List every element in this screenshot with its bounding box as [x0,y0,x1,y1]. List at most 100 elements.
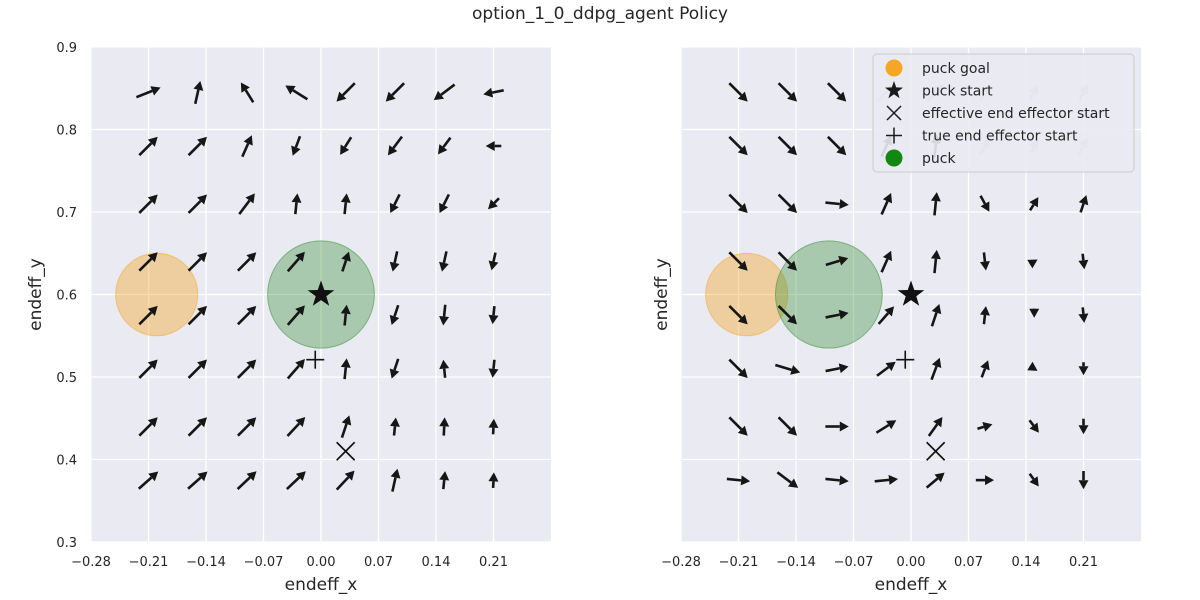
policy-arrow [930,357,942,381]
legend-star-marker [885,81,903,99]
y-tick-label: 0.8 [56,124,77,139]
policy-arrow [236,417,257,437]
legend-circle-marker [885,149,903,167]
policy-arrow [236,471,257,490]
policy-arrow [1028,197,1039,212]
policy-arrow [825,199,849,209]
policy-arrow [286,358,305,380]
puck-goal-circle [115,252,199,337]
policy-arrow [291,193,302,215]
x-tick-label: −0.21 [719,555,759,570]
policy-arrow [137,471,159,490]
y-tick-label: 0.7 [56,206,77,221]
policy-arrow [341,251,351,272]
y-axis-label: endeff_y [652,258,672,331]
policy-arrow [927,416,943,437]
right-policy-plot: −0.28 −0.21 −0.14 −0.07 0.00 0.07 0.14 0.21 ende… [652,46,1141,595]
policy-arrow [138,252,158,272]
legend-item: effective end effector start [886,105,1110,122]
policy-arrow [880,250,893,273]
policy-arrow [930,192,941,216]
x-tick-label: 0.14 [1012,555,1041,570]
x-tick-label: 0.00 [897,555,926,570]
effective-end-effector-start-marker [336,441,356,461]
x-tick-label: 0.21 [479,555,508,570]
legend-x-marker [886,105,902,121]
policy-arrow [285,85,309,101]
policy-arrow [340,358,351,380]
policy-arrow [728,416,748,436]
x-tick-label: 0.14 [422,555,451,570]
policy-arrow [340,415,352,439]
policy-arrow [777,305,797,325]
policy-arrow [876,361,896,377]
policy-arrow [241,135,253,158]
policy-arrow [187,417,207,437]
policy-arrow [825,255,849,267]
legend-item: puck goal [885,59,990,77]
puck-circle [774,240,883,349]
policy-arrow [439,471,450,490]
legend-label: puck goal [922,61,990,77]
policy-arrow [138,136,158,157]
legend-circle-marker [885,59,903,77]
y-tick-label: 0.4 [56,454,77,469]
legend-label: effective end effector start [922,106,1110,122]
legend-label: puck start [922,84,993,100]
policy-arrow [1078,471,1089,490]
figure-title: option_1_0_ddpg_agent Policy [472,4,728,24]
left-policy-plot: −0.28 −0.21 −0.14 −0.07 0.00 0.07 0.14 0.21 0.3 0… [26,41,551,595]
policy-arrow [874,474,898,485]
policy-arrow [138,417,158,437]
policy-arrow [930,249,941,274]
policy-arrow [286,251,305,273]
policy-arrow [825,363,849,374]
policy-arrow [387,135,403,156]
policy-arrow [925,472,945,489]
policy-arrow [726,475,751,486]
policy-arrow [487,197,500,210]
policy-arrow [433,83,456,101]
x-tick-label: 0.07 [364,555,393,570]
policy-arrow [877,306,895,325]
policy-arrow [437,136,452,155]
y-axis-label: endeff_y [26,258,46,331]
policy-arrow [930,304,942,327]
policy-arrow [488,252,499,271]
policy-arrow [488,472,499,488]
y-tick-label: 0.6 [56,289,77,304]
policy-arrow [335,470,355,491]
policy-arrow [1078,253,1089,270]
policy-arrow [340,304,351,326]
legend-label: puck [922,151,956,167]
true-end-effector-start-marker [306,350,325,369]
policy-arrow [439,193,451,214]
x-axis-label: endeff_x [285,575,358,595]
policy-arrow [1027,259,1038,269]
policy-arrow [1028,419,1039,433]
policy-arrow [389,193,401,214]
policy-arrow [728,193,748,213]
policy-arrow [1078,307,1089,323]
policy-arrow [728,82,748,102]
policy-arrow [777,82,797,102]
policy-arrow [488,418,499,435]
policy-arrow [187,194,207,214]
policy-arrow [439,251,449,272]
policy-arrow [236,252,257,272]
policy-arrow [285,471,306,490]
policy-arrow [389,304,400,325]
legend: puck goal puck start effective end effecto… [872,53,1135,173]
policy-arrow [728,135,748,156]
policy-arrow [1028,473,1039,487]
y-tick-label: 0.3 [56,536,77,551]
policy-arrow [777,193,797,213]
policy-arrow [1027,361,1038,371]
legend-item: puck [885,149,956,167]
x-tick-label: 0.07 [954,555,983,570]
policy-arrow [1078,362,1089,376]
x-tick-label: −0.14 [186,555,226,570]
policy-arrow [826,135,847,156]
policy-arrow [187,252,207,272]
